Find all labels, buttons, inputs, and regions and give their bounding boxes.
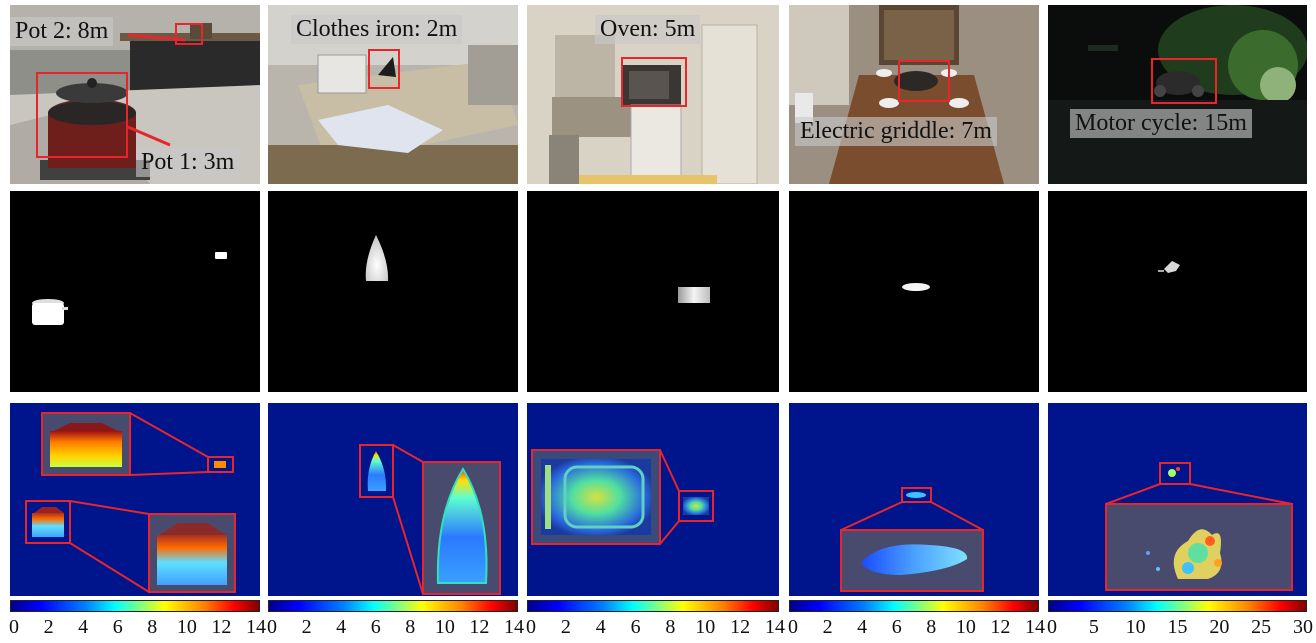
box-iron [368, 49, 400, 89]
box-oven [621, 57, 687, 107]
colorbar-tick: 8 [926, 616, 937, 638]
colorbar-tick: 6 [370, 616, 381, 638]
heatmap-motorcycle [1048, 403, 1307, 596]
colorbar-ticks-griddle: 0 2 4 6 8 10 12 14 [788, 614, 1045, 642]
colorbar-tick: 4 [78, 616, 89, 638]
colorbar-motorcycle [1048, 600, 1307, 612]
photo-iron: Clothes iron: 2m [268, 5, 518, 184]
colorbar-tick: 15 [1167, 616, 1188, 638]
colorbar-tick: 25 [1251, 616, 1272, 638]
colorbar-iron [268, 600, 518, 612]
colorbar-tick: 0 [1047, 616, 1057, 638]
colorbar-ticks-motorcycle: 0 5 10 15 20 25 30 [1047, 614, 1313, 642]
heatmap-griddle [789, 403, 1039, 596]
caption-oven: Oven: 5m [595, 15, 701, 44]
photo-griddle: Electric griddle: 7m [789, 5, 1039, 184]
photo-oven: Oven: 5m [527, 5, 779, 184]
colorbar-tick: 4 [857, 616, 868, 638]
colorbar-tick: 14 [504, 616, 524, 638]
colorbar-tick: 20 [1209, 616, 1230, 638]
colorbar-tick: 10 [434, 616, 455, 638]
colorbar-tick: 2 [822, 616, 833, 638]
heatmap-pot [10, 403, 260, 596]
colorbar-tick: 6 [112, 616, 123, 638]
colorbar-tick: 12 [730, 616, 751, 638]
colorbar-tick: 0 [9, 616, 19, 638]
photo-motorcycle: Motor cycle: 15m [1048, 5, 1307, 184]
colorbar-ticks-iron: 0 2 4 6 8 10 12 14 [267, 614, 524, 642]
colorbar-oven [527, 600, 779, 612]
mask-motorcycle [1048, 191, 1307, 392]
mask-oven [527, 191, 779, 392]
colorbar-tick: 6 [630, 616, 641, 638]
colorbar-tick: 14 [765, 616, 785, 638]
colorbar-tick: 4 [595, 616, 606, 638]
colorbar-tick: 5 [1088, 616, 1099, 638]
photo-pot: Pot 2: 8m Pot 1: 3m [10, 5, 260, 184]
colorbar-tick: 8 [147, 616, 158, 638]
colorbar-tick: 10 [955, 616, 976, 638]
colorbar-griddle [789, 600, 1039, 612]
box-pot1 [36, 72, 128, 158]
colorbar-tick: 2 [560, 616, 571, 638]
colorbar-tick: 14 [246, 616, 266, 638]
colorbar-tick: 2 [43, 616, 54, 638]
colorbar-tick: 12 [990, 616, 1011, 638]
colorbar-tick: 0 [788, 616, 798, 638]
colorbar-tick: 0 [526, 616, 536, 638]
colorbar-tick: 8 [405, 616, 416, 638]
colorbar-tick: 10 [176, 616, 197, 638]
mask-iron [268, 191, 518, 392]
colorbar-tick: 12 [469, 616, 490, 638]
colorbar-tick: 0 [267, 616, 277, 638]
mask-griddle [789, 191, 1039, 392]
colorbar-tick: 10 [695, 616, 716, 638]
colorbar-tick: 4 [336, 616, 347, 638]
caption-pot-1: Pot 1: 3m [136, 148, 240, 177]
colorbar-pot [10, 600, 260, 612]
caption-iron: Clothes iron: 2m [291, 15, 463, 44]
caption-motorcycle: Motor cycle: 15m [1070, 109, 1252, 138]
colorbar-ticks-pot: 0 2 4 6 8 10 12 14 [9, 614, 266, 642]
mask-pot [10, 191, 260, 392]
colorbar-tick: 8 [665, 616, 676, 638]
colorbar-tick: 10 [1125, 616, 1146, 638]
colorbar-tick: 12 [211, 616, 232, 638]
caption-griddle: Electric griddle: 7m [795, 117, 997, 146]
box-griddle [898, 60, 950, 102]
colorbar-tick: 2 [301, 616, 312, 638]
heatmap-oven [527, 403, 779, 596]
colorbar-ticks-oven: 0 2 4 6 8 10 12 14 [526, 614, 785, 642]
box-pot2 [175, 23, 203, 45]
heatmap-iron [268, 403, 518, 596]
colorbar-tick: 30 [1293, 616, 1313, 638]
caption-pot-2: Pot 2: 8m [10, 17, 114, 46]
colorbar-tick: 6 [891, 616, 902, 638]
box-motorcycle [1151, 58, 1217, 104]
colorbar-tick: 14 [1025, 616, 1045, 638]
